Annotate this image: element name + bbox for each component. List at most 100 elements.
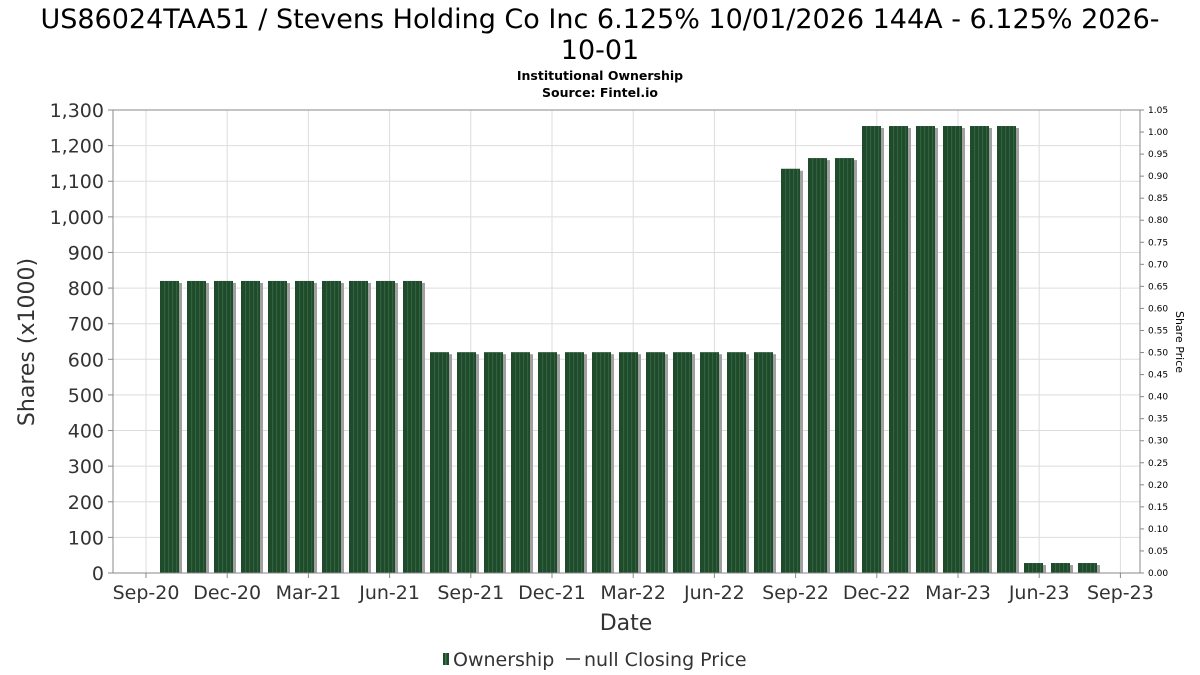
- bar-stripe-22-2: [766, 352, 768, 573]
- bar-stripe-31-0: [1001, 126, 1003, 574]
- bar-stripe-31-1: [1005, 126, 1007, 574]
- bar-14: [538, 352, 560, 573]
- bar-stripe-26-2: [874, 126, 876, 574]
- bar-stripe-19-0: [677, 352, 679, 573]
- bar-stripe-16-2: [604, 352, 606, 573]
- bar-stripe-23-3: [797, 168, 799, 573]
- y-tick-label-9: 900: [68, 242, 104, 264]
- bar-stripe-16-1: [600, 352, 602, 573]
- bar-stripe-32-2: [1036, 563, 1038, 573]
- bar-stripe-32-0: [1028, 563, 1030, 573]
- bar-stripe-34-0: [1082, 563, 1084, 573]
- bar-stripe-31-3: [1013, 126, 1015, 574]
- bar-stripe-25-0: [839, 158, 841, 574]
- bar-25: [835, 158, 857, 574]
- bar-21: [727, 352, 749, 573]
- legend-ownership-label: Ownership: [453, 649, 554, 671]
- bar-stripe-0-2: [172, 280, 174, 573]
- bar-stripe-4-1: [276, 280, 278, 573]
- bar-stripe-32-3: [1040, 563, 1042, 573]
- bar-16: [592, 352, 614, 573]
- y2-tick-label-20: 1.00: [1148, 128, 1168, 138]
- bar-stripe-17-1: [627, 352, 629, 573]
- y2-tick-label-10: 0.50: [1148, 349, 1168, 359]
- bar-33: [1051, 563, 1073, 573]
- x-tick-label-8: Sep-22: [762, 582, 829, 604]
- bar-stripe-13-2: [523, 352, 525, 573]
- bar-9: [403, 280, 425, 573]
- bar-stripe-14-1: [546, 352, 548, 573]
- y-tick-label-5: 500: [68, 385, 104, 407]
- bar-17: [619, 352, 641, 573]
- bar-stripe-34-3: [1094, 563, 1096, 573]
- bar-stripe-12-0: [488, 352, 490, 573]
- bar-stripe-30-0: [974, 126, 976, 574]
- bar-stripe-11-3: [473, 352, 475, 573]
- bar-stripe-22-3: [770, 352, 772, 573]
- bar-stripe-16-0: [596, 352, 598, 573]
- bar-stripe-21-2: [739, 352, 741, 573]
- bar-stripe-21-1: [735, 352, 737, 573]
- y-tick-label-6: 600: [68, 349, 104, 371]
- bar-stripe-8-3: [392, 280, 394, 573]
- x-tick-label-0: Sep-20: [113, 582, 180, 604]
- bar-stripe-13-3: [527, 352, 529, 573]
- x-tick-label-10: Mar-23: [925, 582, 991, 604]
- y-tick-label-10: 1,000: [50, 207, 104, 229]
- bar-stripe-3-2: [253, 280, 255, 573]
- bar-stripe-27-0: [893, 126, 895, 574]
- bar-stripe-5-3: [311, 280, 313, 573]
- y-tick-label-8: 800: [68, 278, 104, 300]
- bar-stripe-19-3: [689, 352, 691, 573]
- bar-stripe-6-2: [334, 280, 336, 573]
- bar-stripe-10-0: [434, 352, 436, 573]
- bar-stripe-20-2: [712, 352, 714, 573]
- bar-stripe-1-0: [191, 280, 193, 573]
- bar-body-32: [1024, 563, 1043, 573]
- bar-body-34: [1078, 563, 1097, 573]
- bar-stripe-19-1: [681, 352, 683, 573]
- bar-stripe-6-3: [338, 280, 340, 573]
- bar-stripe-30-3: [986, 126, 988, 574]
- bar-stripe-2-2: [226, 280, 228, 573]
- y2-tick-label-19: 0.95: [1148, 150, 1168, 160]
- bar-stripe-12-3: [500, 352, 502, 573]
- y-tick-label-7: 700: [68, 314, 104, 336]
- y-tick-label-0: 0: [92, 563, 104, 585]
- bar-stripe-5-2: [307, 280, 309, 573]
- bar-13: [511, 352, 533, 573]
- bar-stripe-29-1: [951, 126, 953, 574]
- bar-body-33: [1051, 563, 1070, 573]
- bar-stripe-14-3: [554, 352, 556, 573]
- bar-stripe-16-3: [608, 352, 610, 573]
- bar-24: [808, 158, 830, 574]
- y2-tick-label-16: 0.80: [1148, 216, 1168, 226]
- bar-stripe-20-1: [708, 352, 710, 573]
- x-tick-label-2: Mar-21: [276, 582, 342, 604]
- bar-stripe-30-1: [978, 126, 980, 574]
- y2-tick-label-8: 0.40: [1148, 393, 1168, 403]
- x-tick-label-7: Jun-22: [683, 582, 745, 604]
- y-tick-label-2: 200: [68, 492, 104, 514]
- bar-stripe-9-3: [419, 280, 421, 573]
- bar-stripe-13-1: [519, 352, 521, 573]
- bar-series-ownership: [160, 126, 1100, 574]
- bar-stripe-7-0: [353, 280, 355, 573]
- chart-subtitle-line2: Source: Fintel.io: [542, 85, 658, 100]
- legend: Ownership null Closing Price: [443, 649, 747, 671]
- bar-stripe-24-2: [820, 158, 822, 574]
- x-tick-label-6: Mar-22: [600, 582, 666, 604]
- bar-stripe-20-3: [716, 352, 718, 573]
- bar-stripe-28-0: [920, 126, 922, 574]
- chart-title-line2: 10-01: [561, 35, 639, 66]
- bar-stripe-15-3: [581, 352, 583, 573]
- bar-stripe-9-1: [411, 280, 413, 573]
- bar-stripe-33-1: [1059, 563, 1061, 573]
- bar-stripe-5-0: [299, 280, 301, 573]
- bar-stripe-21-3: [743, 352, 745, 573]
- bar-19: [673, 352, 695, 573]
- bar-stripe-17-0: [623, 352, 625, 573]
- x-tick-label-11: Jun-23: [1008, 582, 1070, 604]
- bar-4: [268, 280, 290, 573]
